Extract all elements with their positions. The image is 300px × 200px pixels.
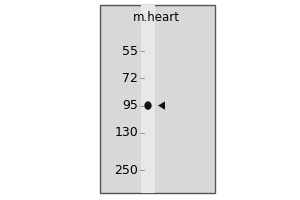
Text: 95: 95: [122, 99, 138, 112]
Text: 130: 130: [114, 126, 138, 139]
Text: 250: 250: [114, 164, 138, 177]
Bar: [100, 5, 215, 193]
Text: 55: 55: [122, 45, 138, 58]
Bar: [141, 5, 155, 193]
Text: 72: 72: [122, 72, 138, 85]
Polygon shape: [158, 101, 165, 110]
Ellipse shape: [144, 101, 152, 110]
Text: m.heart: m.heart: [133, 11, 179, 24]
